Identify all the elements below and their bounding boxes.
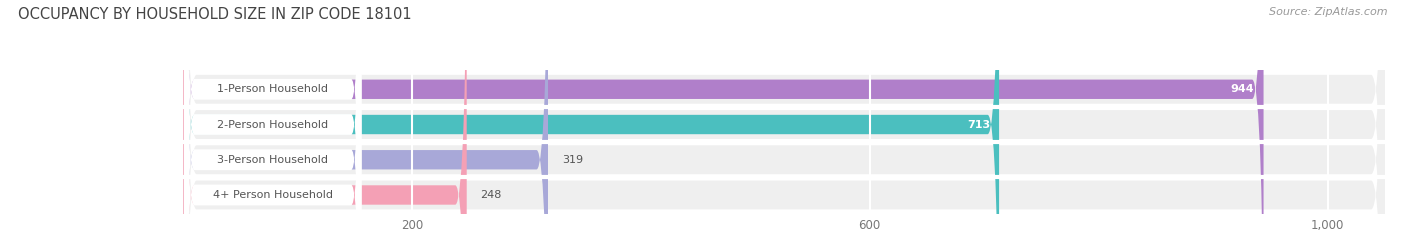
FancyBboxPatch shape <box>183 0 1385 233</box>
FancyBboxPatch shape <box>184 0 361 233</box>
FancyBboxPatch shape <box>183 0 1264 233</box>
Text: OCCUPANCY BY HOUSEHOLD SIZE IN ZIP CODE 18101: OCCUPANCY BY HOUSEHOLD SIZE IN ZIP CODE … <box>18 7 412 22</box>
FancyBboxPatch shape <box>183 0 1385 233</box>
FancyBboxPatch shape <box>183 0 467 233</box>
Text: 4+ Person Household: 4+ Person Household <box>212 190 333 200</box>
Text: 3-Person Household: 3-Person Household <box>217 155 328 165</box>
Text: 944: 944 <box>1230 84 1254 94</box>
Text: 1-Person Household: 1-Person Household <box>217 84 328 94</box>
Text: 2-Person Household: 2-Person Household <box>217 120 328 130</box>
FancyBboxPatch shape <box>183 0 548 233</box>
Text: 319: 319 <box>562 155 583 165</box>
FancyBboxPatch shape <box>183 0 1385 233</box>
FancyBboxPatch shape <box>183 0 1000 233</box>
FancyBboxPatch shape <box>184 0 361 233</box>
FancyBboxPatch shape <box>184 0 361 233</box>
Text: 248: 248 <box>481 190 502 200</box>
Text: Source: ZipAtlas.com: Source: ZipAtlas.com <box>1270 7 1388 17</box>
Text: 713: 713 <box>967 120 990 130</box>
FancyBboxPatch shape <box>184 0 361 233</box>
FancyBboxPatch shape <box>183 0 1385 233</box>
